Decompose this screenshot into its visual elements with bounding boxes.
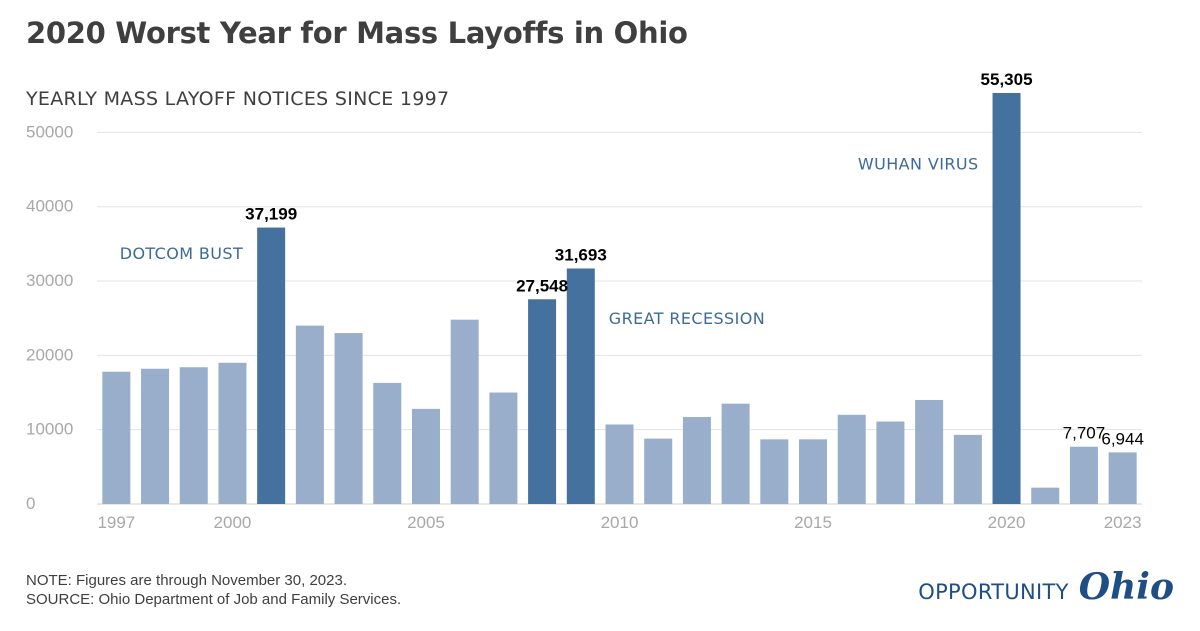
data-label-2008: 27,548 [516, 276, 568, 295]
x-tick-label: 2005 [407, 513, 445, 532]
x-tick-label: 2015 [794, 513, 832, 532]
x-tick-label: 2000 [214, 513, 252, 532]
data-label-2020: 55,305 [981, 70, 1033, 89]
bar-2022 [1069, 446, 1098, 504]
bar-2016 [837, 414, 866, 504]
bar-2008 [528, 299, 557, 504]
annotation-label: GREAT RECESSION [609, 309, 765, 328]
y-tick-label: 20000 [26, 345, 73, 364]
bar-2023 [1108, 452, 1137, 504]
bar-2011 [644, 438, 673, 504]
bar-2015 [799, 439, 828, 504]
x-tick-label: 2023 [1104, 513, 1142, 532]
annotation-label: DOTCOM BUST [120, 244, 243, 263]
bar-2005 [411, 408, 440, 504]
bar-2021 [1031, 487, 1060, 504]
source-note: SOURCE: Ohio Department of Job and Famil… [26, 591, 402, 608]
bar-2020 [992, 93, 1021, 504]
bar-2014 [760, 439, 789, 504]
chart-subtitle: YEARLY MASS LAYOFF NOTICES SINCE 1997 [26, 88, 450, 110]
bar-2002 [295, 325, 324, 504]
bar-2007 [489, 392, 518, 504]
footnote: NOTE: Figures are through November 30, 2… [26, 572, 347, 589]
bar-2017 [876, 421, 905, 504]
bar-2004 [373, 382, 402, 504]
bar-1997 [102, 371, 131, 504]
y-tick-label: 30000 [26, 271, 73, 290]
x-tick-label: 1997 [97, 513, 135, 532]
bar-2001 [257, 227, 286, 504]
data-label-2022: 7,707 [1063, 424, 1106, 443]
bar-1999 [179, 367, 208, 504]
y-tick-label: 40000 [26, 197, 73, 216]
bar-2010 [605, 424, 634, 504]
x-tick-label: 2010 [601, 513, 639, 532]
x-tick-label: 2020 [988, 513, 1026, 532]
bar-2003 [334, 333, 363, 504]
bar-2019 [953, 434, 982, 504]
data-label-2023: 6,944 [1101, 429, 1144, 448]
bar-2009 [566, 268, 595, 504]
data-label-2001: 37,199 [245, 205, 297, 224]
y-tick-label: 50000 [26, 122, 73, 141]
chart-title: 2020 Worst Year for Mass Layoffs in Ohio [26, 16, 688, 50]
y-tick-label: 10000 [26, 420, 73, 439]
data-label-2009: 31,693 [555, 245, 607, 264]
bar-2013 [721, 403, 750, 504]
bar-2018 [915, 399, 944, 504]
bar-1998 [141, 368, 170, 504]
opportunity-ohio-logo: OPPORTUNITY Ohio [918, 566, 1174, 608]
bar-2006 [450, 319, 479, 504]
annotation-label: WUHAN VIRUS [858, 155, 979, 174]
y-tick-label: 0 [26, 494, 35, 513]
bar-2012 [682, 417, 711, 504]
logo-script: Ohio [1078, 566, 1174, 608]
bar-2000 [218, 362, 247, 504]
logo-word: OPPORTUNITY [918, 580, 1069, 604]
